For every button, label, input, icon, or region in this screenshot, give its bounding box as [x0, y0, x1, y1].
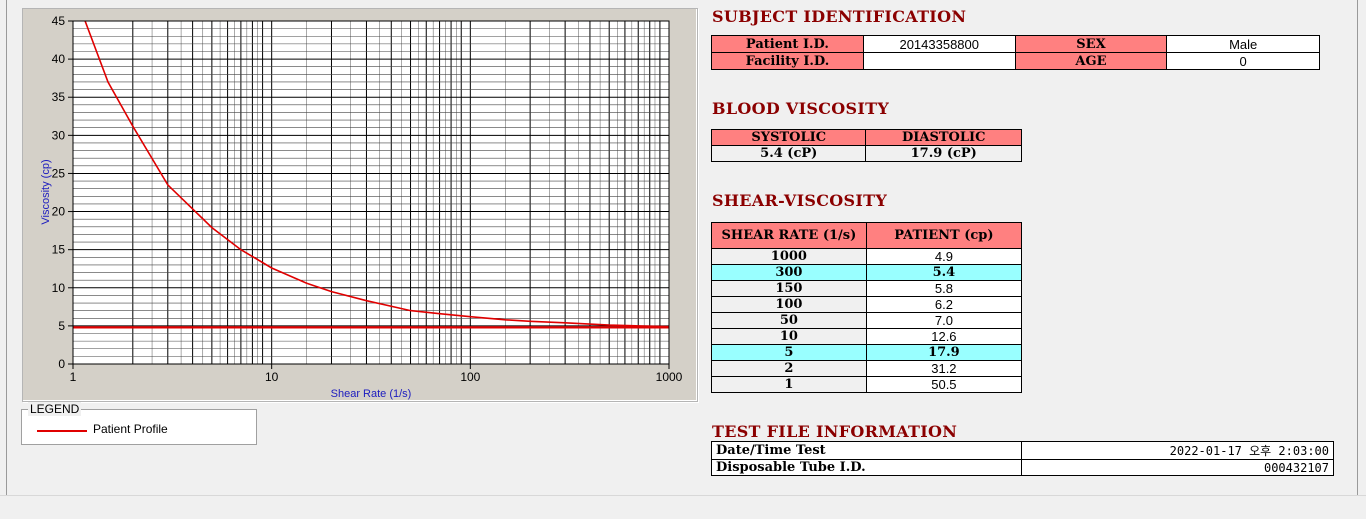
table-row: Patient I.D. 20143358800 SEX Male [711, 35, 1320, 53]
y-tick-label: 15 [52, 243, 66, 257]
blood-viscosity-title: BLOOD VISCOSITY [712, 99, 890, 118]
y-tick-label: 0 [58, 357, 65, 371]
y-tick-label: 30 [52, 128, 66, 142]
tube-id-value: 000432107 [1021, 459, 1334, 476]
sex-label: SEX [1014, 35, 1168, 53]
window-border-right [1357, 0, 1358, 495]
patient-cp-cell: 50.5 [865, 376, 1023, 393]
test-file-information-title: TEST FILE INFORMATION [712, 422, 958, 441]
subject-table: Patient I.D. 20143358800 SEX Male Facili… [711, 35, 1320, 70]
shear-rate-cell: 300 [711, 264, 867, 281]
plot-frame [72, 20, 670, 365]
table-row: 1 50.5 [711, 376, 1023, 393]
y-tick-label: 45 [52, 14, 66, 28]
diastolic-value: 17.9 (cP) [865, 145, 1022, 162]
shear-rate-cell: 10 [711, 328, 867, 345]
y-tick-label: 5 [58, 319, 65, 333]
x-tick-label: 100 [460, 370, 480, 384]
datetime-value: 2022-01-17 오후 2:03:00 [1021, 441, 1334, 460]
x-tick-label: 1000 [656, 370, 683, 384]
x-tick-label: 1 [70, 370, 77, 384]
legend-label: Patient Profile [93, 422, 168, 436]
table-row: 10 12.6 [711, 328, 1023, 345]
patient-cp-cell: 7.0 [865, 312, 1023, 329]
legend-title: LEGEND [28, 402, 82, 416]
y-tick-label: 10 [52, 281, 66, 295]
tube-id-label: Disposable Tube I.D. [710, 459, 1023, 476]
patient-cp-cell: 17.9 [865, 344, 1023, 361]
shear-rate-cell: 1 [711, 376, 867, 393]
bottom-strip [0, 495, 1366, 519]
table-row: Date/Time Test 2022-01-17 오후 2:03:00 [710, 441, 1334, 460]
x-tick-label: 10 [265, 370, 279, 384]
table-row: 5 17.9 [711, 344, 1023, 361]
y-tick-label: 25 [52, 166, 66, 180]
shear-rate-cell: 1000 [711, 248, 867, 265]
viscosity-chart: 0 5 10 15 20 25 30 35 40 45 1 10 100 1000 Shear Rate … [40, 14, 683, 400]
table-row: 5.4 (cP) 17.9 (cP) [710, 145, 1022, 162]
legend-box: LEGEND Patient Profile [21, 402, 257, 445]
series-line-patient-profile [84, 20, 670, 328]
patient-cp-cell: 6.2 [865, 296, 1023, 313]
table-row: Facility I.D. AGE 0 [711, 52, 1320, 70]
datetime-label: Date/Time Test [710, 441, 1023, 460]
table-row: Disposable Tube I.D. 000432107 [710, 459, 1334, 476]
table-row: 50 7.0 [711, 312, 1023, 329]
plot-area [73, 21, 669, 364]
table-row: 150 5.8 [711, 280, 1023, 297]
shear-rate-cell: 50 [711, 312, 867, 329]
patient-cp-cell: 5.8 [865, 280, 1023, 297]
series-layer [73, 20, 670, 329]
shear-rate-cell: 150 [711, 280, 867, 297]
patient-cp-cell: 12.6 [865, 328, 1023, 345]
table-row: 1000 4.9 [711, 248, 1023, 265]
patient-cp-header: PATIENT (cp) [865, 222, 1023, 249]
shear-rate-cell: 2 [711, 360, 867, 377]
y-tick-label: 20 [52, 205, 66, 219]
age-value: 0 [1166, 52, 1320, 70]
window-border-left [6, 0, 7, 495]
patient-cp-cell: 4.9 [865, 248, 1023, 265]
legend-swatch [37, 430, 87, 432]
shear-rate-cell: 100 [711, 296, 867, 313]
facility-id-value [862, 52, 1016, 70]
grid-lines [73, 21, 669, 364]
table-row: 300 5.4 [711, 264, 1023, 281]
table-row: 100 6.2 [711, 296, 1023, 313]
sex-value: Male [1166, 35, 1320, 53]
blood-viscosity-table: SYSTOLIC DIASTOLIC 5.4 (cP) 17.9 (cP) [710, 129, 1022, 162]
systolic-label: SYSTOLIC [710, 129, 867, 146]
tick-labels: 0 5 10 15 20 25 30 35 40 45 1 10 100 1000 [52, 14, 683, 384]
patient-cp-cell: 31.2 [865, 360, 1023, 377]
table-row: SYSTOLIC DIASTOLIC [710, 129, 1022, 146]
age-label: AGE [1014, 52, 1168, 70]
facility-id-label: Facility I.D. [711, 52, 864, 70]
shear-viscosity-table: SHEAR RATE (1/s) PATIENT (cp) 1000 4.9 300… [711, 222, 1023, 393]
test-file-table: Date/Time Test 2022-01-17 오후 2:03:00 Dis… [710, 441, 1334, 476]
diastolic-label: DIASTOLIC [865, 129, 1022, 146]
patient-id-label: Patient I.D. [711, 35, 864, 53]
shear-viscosity-title: SHEAR-VISCOSITY [712, 191, 888, 210]
shear-rate-cell: 5 [711, 344, 867, 361]
systolic-value: 5.4 (cP) [710, 145, 867, 162]
table-row: 2 31.2 [711, 360, 1023, 377]
shear-rate-header: SHEAR RATE (1/s) [711, 222, 867, 249]
table-header-row: SHEAR RATE (1/s) PATIENT (cp) [711, 222, 1023, 249]
y-axis-title: Viscosity (cp) [40, 159, 52, 224]
y-tick-label: 35 [52, 90, 66, 104]
subject-identification-title: SUBJECT IDENTIFICATION [712, 7, 967, 26]
patient-id-value: 20143358800 [862, 35, 1016, 53]
x-axis-title: Shear Rate (1/s) [331, 388, 412, 400]
shear-rows: 1000 4.9 300 5.4 150 5.8 100 6.2 50 7.0 10 12.6 5 17.… [711, 248, 1023, 393]
viscosity-chart-panel: 0 5 10 15 20 25 30 35 40 45 1 10 100 1000 Shear Rate … [22, 8, 698, 402]
patient-cp-cell: 5.4 [865, 264, 1023, 281]
y-tick-label: 40 [52, 52, 66, 66]
